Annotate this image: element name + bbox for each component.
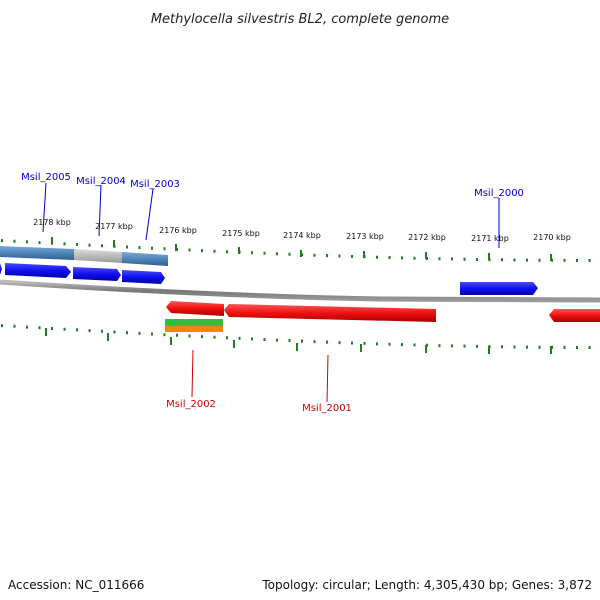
gray-feature[interactable] (74, 249, 122, 263)
topology-text: Topology: circular; Length: 4,305,430 bp… (262, 578, 592, 592)
gene-msil-2002-cds[interactable] (166, 301, 224, 316)
gene-label-msil-2000[interactable]: Msil_2000 (474, 188, 524, 199)
reverse-ruler (1, 324, 591, 354)
ruler-minor-ticks (1, 239, 591, 262)
forward-features (0, 246, 538, 295)
leader-line-msil-2002 (191, 349, 194, 398)
gene-label-msil-2002[interactable]: Msil_2002 (166, 399, 216, 410)
gene-label-msil-2005[interactable]: Msil_2005 (21, 172, 71, 183)
ruler-tick-labels: 2178 kbp 2177 kbp 2176 kbp 2175 kbp 2174… (33, 218, 571, 243)
gene-label-msil-2004[interactable]: Msil_2004 (76, 176, 126, 187)
leader-line-msil-2003 (145, 188, 154, 241)
reverse-gene-labels: Msil_2002 Msil_2001 (166, 349, 352, 414)
orange-feature[interactable] (165, 326, 223, 332)
tick-label-2176: 2176 kbp (159, 226, 197, 235)
tick-label-2171: 2171 kbp (471, 234, 509, 243)
accession-text: Accession: NC_011666 (8, 578, 145, 592)
tick-label-2178: 2178 kbp (33, 218, 71, 227)
leader-line-msil-2001 (326, 354, 329, 403)
ruler-major-ticks (51, 237, 552, 261)
forward-ruler: 2178 kbp 2177 kbp 2176 kbp 2175 kbp 2174… (1, 218, 591, 262)
gene-msil-2001-cds[interactable] (224, 304, 436, 322)
leader-line-msil-2005 (42, 182, 47, 233)
gene-partial-right-cds[interactable] (549, 309, 600, 322)
gene-msil-2003-cds[interactable] (122, 270, 165, 284)
forward-gene-labels: Msil_2005 Msil_2004 Msil_2003 Msil_2000 (21, 172, 524, 248)
tick-label-2173: 2173 kbp (346, 232, 384, 241)
steelblue-feature-right[interactable] (122, 252, 168, 266)
gene-label-msil-2001[interactable]: Msil_2001 (302, 403, 352, 414)
gene-msil-2004-cds[interactable] (73, 267, 121, 281)
genome-backbone (0, 279, 600, 303)
tick-label-2175: 2175 kbp (222, 229, 260, 238)
leader-line-msil-2004 (98, 184, 102, 237)
gene-msil-2000-cds[interactable] (460, 282, 538, 295)
tick-label-2172: 2172 kbp (408, 233, 446, 242)
tick-label-2170: 2170 kbp (533, 233, 571, 242)
green-feature[interactable] (165, 319, 223, 326)
gene-label-msil-2003[interactable]: Msil_2003 (130, 179, 180, 190)
tick-label-2177: 2177 kbp (95, 222, 133, 231)
reverse-features (165, 301, 600, 332)
tick-label-2174: 2174 kbp (283, 231, 321, 240)
steelblue-feature-left[interactable] (0, 246, 74, 260)
gene-partial-left-cds[interactable] (0, 263, 2, 275)
gene-msil-2005-cds[interactable] (5, 263, 71, 278)
map-title: Methylocella silvestris BL2, complete ge… (151, 12, 449, 27)
